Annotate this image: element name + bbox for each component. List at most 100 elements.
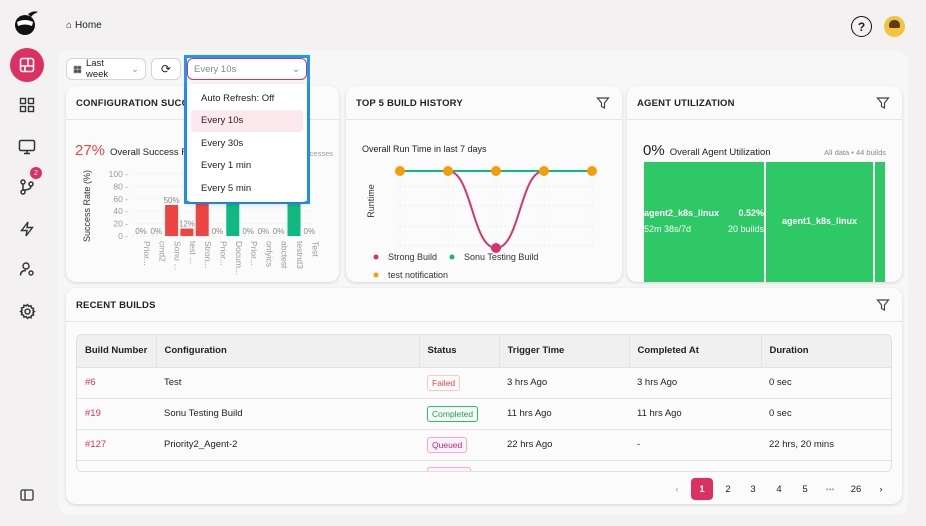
auto-refresh-dropdown: Auto Refresh: Off Every 10s Every 30s Ev… bbox=[187, 84, 307, 202]
y-tick-label: 0 - bbox=[118, 231, 128, 241]
table-row[interactable]: #127 Priority2_Agent-2 Queued 22 hrs Ago -22… bbox=[77, 428, 891, 460]
page-4-button[interactable]: 4 bbox=[776, 483, 782, 495]
table-row[interactable] bbox=[77, 459, 891, 471]
avatar[interactable] bbox=[884, 16, 905, 37]
column-header[interactable]: Build Number bbox=[77, 335, 157, 367]
chevron-down-icon: ⌄ bbox=[131, 63, 139, 75]
agent-name: agent1_k8s_linux bbox=[781, 216, 858, 226]
table-row[interactable]: #19 Sonu Testing Build Completed 11 hrs Ago… bbox=[77, 397, 891, 429]
page-26-button[interactable]: 26 bbox=[850, 483, 862, 495]
breadcrumb[interactable]: ⌂ Home bbox=[66, 20, 102, 31]
x-tick-label: Docum... bbox=[234, 241, 244, 275]
runtime-chart: Runtime Strong Build Sonu Testing Build tes… bbox=[366, 166, 597, 280]
sidebar-item-settings[interactable] bbox=[10, 294, 44, 328]
prev-page-button[interactable]: ‹ bbox=[675, 483, 679, 495]
bar bbox=[180, 228, 194, 236]
treemap-other[interactable] bbox=[875, 162, 885, 282]
grid-icon bbox=[19, 97, 35, 113]
refresh-option-1min[interactable]: Every 1 min bbox=[201, 160, 252, 172]
x-tick-label: Prior... bbox=[219, 241, 229, 266]
refresh-option-off[interactable]: Auto Refresh: Off bbox=[201, 92, 275, 104]
card-title: CONFIGURATION SUCCESS RATE bbox=[76, 98, 238, 109]
pagination-ellipsis[interactable]: ••• bbox=[825, 484, 835, 494]
page-1-button[interactable]: 1 bbox=[691, 478, 713, 500]
utilization-note: All data • 44 builds bbox=[824, 148, 886, 157]
utilization-value: 0% bbox=[643, 142, 665, 159]
recent-builds-card: RECENT BUILDS Build Number Configuration… bbox=[66, 288, 902, 504]
cell: 3 hrs Ago bbox=[629, 366, 761, 398]
status-badge: Failed bbox=[427, 374, 461, 391]
x-tick-label: onlyics bbox=[264, 241, 274, 267]
cell: - bbox=[629, 428, 761, 460]
refresh-focus-highlight bbox=[184, 55, 310, 204]
x-tick-label: abctest bbox=[280, 241, 290, 269]
breadcrumb-home[interactable]: Home bbox=[75, 20, 102, 31]
build-number-link[interactable]: #6 bbox=[77, 366, 156, 398]
success-rate-chart: Success Rate (%) 0 - 20 - 40 - 60 - 80 - 100 -… bbox=[82, 169, 320, 275]
column-header[interactable]: Completed At bbox=[629, 335, 762, 367]
agent-name: agent2_k8s_linux bbox=[644, 208, 720, 218]
y-tick-label: 100 - bbox=[109, 169, 129, 179]
card-title: AGENT UTILIZATION bbox=[637, 98, 735, 109]
treemap-agent2[interactable]: agent2_k8s_linux 0.52% 52m 38s/7d 20 bui… bbox=[644, 162, 764, 282]
refresh-option-5min[interactable]: Every 5 min bbox=[201, 182, 252, 194]
y-axis-label: Runtime bbox=[366, 184, 376, 218]
column-header[interactable]: Trigger Time bbox=[499, 335, 630, 367]
success-rate-label: Overall Success Rate bbox=[110, 147, 202, 158]
cell: Sonu Testing Build bbox=[156, 397, 419, 429]
x-tick-label: testnd3 bbox=[295, 241, 305, 269]
data-label: 0% bbox=[258, 227, 270, 236]
home-icon: ⌂ bbox=[66, 20, 73, 31]
refresh-button[interactable]: ⟳ bbox=[151, 58, 181, 80]
success-note: successes bbox=[297, 149, 333, 158]
column-header[interactable]: Status bbox=[419, 335, 500, 367]
help-icon[interactable]: ? bbox=[851, 16, 872, 37]
auto-refresh-value: Every 10s bbox=[194, 63, 237, 75]
build-number-link[interactable]: #127 bbox=[77, 428, 156, 460]
build-history-card: TOP 5 BUILD HISTORY Overall Run Time in … bbox=[346, 86, 622, 282]
filter-icon[interactable] bbox=[876, 96, 890, 110]
data-point bbox=[491, 166, 501, 176]
column-header[interactable]: Duration bbox=[761, 335, 891, 367]
page-5-button[interactable]: 5 bbox=[802, 483, 808, 495]
column-header[interactable]: Configuration bbox=[156, 335, 420, 367]
monitor-icon bbox=[18, 139, 36, 155]
refresh-option-10s[interactable]: Every 10s bbox=[191, 109, 303, 132]
sidebar-item-branches[interactable]: 2 bbox=[10, 167, 44, 204]
y-tick-label: 60 - bbox=[113, 194, 128, 204]
next-page-button[interactable]: › bbox=[879, 483, 883, 495]
sidebar-toggle[interactable] bbox=[10, 478, 44, 512]
cell: 0 sec bbox=[761, 397, 891, 429]
treemap-agent1[interactable]: agent1_k8s_linux bbox=[766, 162, 873, 282]
x-tick-label: Stron... bbox=[203, 241, 213, 268]
sidebar-item-widgets[interactable] bbox=[10, 88, 44, 122]
cell: 3 hrs Ago bbox=[499, 366, 629, 398]
sidebar-item-user-settings[interactable] bbox=[10, 252, 44, 286]
build-number-link[interactable]: #19 bbox=[77, 397, 156, 429]
ninja-logo bbox=[15, 11, 38, 35]
cell: 11 hrs Ago bbox=[629, 397, 761, 429]
page-3-button[interactable]: 3 bbox=[750, 483, 756, 495]
x-tick-label: cmd2 bbox=[157, 241, 167, 262]
auto-refresh-select[interactable]: Every 10s ⌄ bbox=[187, 58, 307, 80]
data-point bbox=[539, 166, 549, 176]
legend-label: test notification bbox=[388, 270, 448, 280]
legend-marker bbox=[449, 254, 455, 260]
legend-marker bbox=[373, 254, 379, 260]
filter-icon[interactable] bbox=[596, 96, 610, 110]
sidebar-item-dashboard[interactable] bbox=[10, 48, 44, 82]
data-point bbox=[491, 243, 501, 253]
chevron-down-icon: ⌄ bbox=[292, 63, 300, 75]
refresh-option-30s[interactable]: Every 30s bbox=[201, 137, 244, 149]
sidebar-item-lightning[interactable] bbox=[10, 212, 44, 246]
page-2-button[interactable]: 2 bbox=[725, 483, 731, 495]
table-row[interactable]: #6 Test Failed 3 hrs Ago 3 hrs Ago 0 sec bbox=[77, 366, 891, 398]
data-point bbox=[443, 166, 453, 176]
agent-builds: 20 builds bbox=[727, 224, 764, 234]
sidebar-collapse-icon bbox=[20, 489, 34, 501]
sidebar-item-monitor[interactable] bbox=[10, 130, 44, 164]
date-range-select[interactable]: ▦ Last week ⌄ bbox=[66, 58, 146, 80]
filter-icon[interactable] bbox=[876, 298, 890, 312]
cell: 0 sec bbox=[761, 366, 891, 398]
cell: 22 hrs, 20 mins bbox=[761, 428, 891, 460]
